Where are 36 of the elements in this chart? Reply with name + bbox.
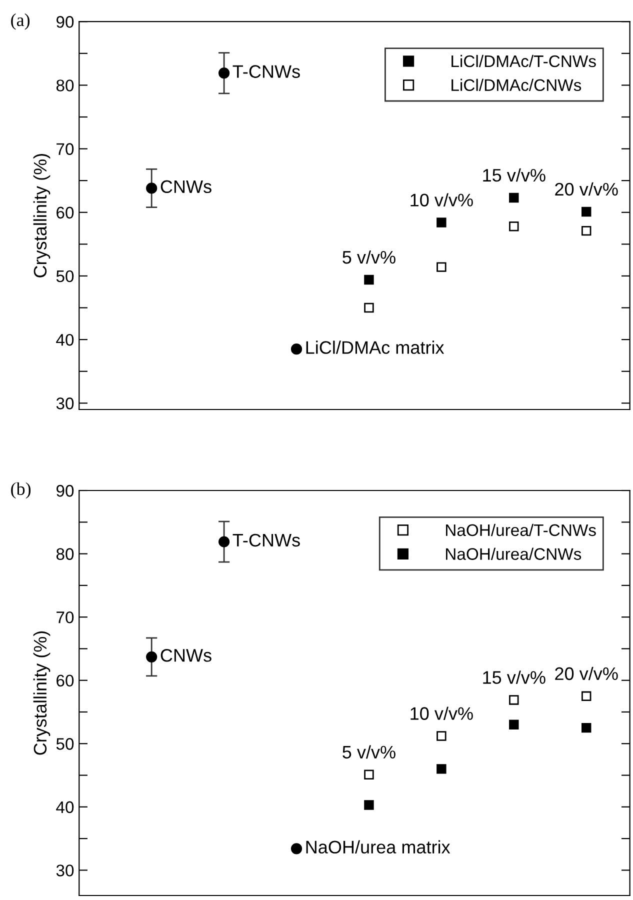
category-label: 20 v/v% (555, 182, 618, 196)
category-label: T-CNWs (232, 65, 300, 78)
y-tick-label: 60 (56, 674, 74, 687)
y-tick-label: 30 (56, 398, 74, 410)
y-tick-label: 40 (56, 801, 74, 814)
category-label: 15 v/v% (483, 168, 546, 182)
y-axis-title: Crystallinity (%) (33, 154, 50, 278)
category-label: T-CNWs (232, 534, 300, 547)
y-tick-label: 60 (56, 206, 74, 219)
legend-label: NaOH/urea/CNWs (446, 548, 582, 560)
y-tick-label: 50 (56, 738, 74, 750)
category-label: 20 v/v% (555, 666, 618, 680)
chart-title: (a) (11, 13, 30, 30)
category-label: CNWs (160, 180, 212, 194)
category-label: 5 v/v% (342, 250, 396, 264)
chart-title: (b) (11, 482, 31, 499)
y-tick-label: 80 (56, 548, 74, 560)
legend-label: LiCl/DMAc/T-CNWs (452, 54, 596, 68)
y-tick-label: 70 (56, 611, 74, 624)
legend-label: NaOH/urea/T-CNWs (446, 524, 596, 536)
category-label: 10 v/v% (410, 706, 473, 720)
y-axis-title: Crystallinity (%) (33, 631, 50, 755)
y-tick-label: 80 (56, 80, 74, 92)
y-tick-label: 70 (56, 143, 74, 155)
y-tick-label: 30 (56, 864, 74, 876)
category-label: 15 v/v% (483, 670, 546, 684)
category-label: NaOH/urea matrix (306, 840, 450, 854)
y-tick-label: 90 (56, 484, 74, 497)
category-label: 5 v/v% (342, 745, 396, 759)
legend-label: LiCl/DMAc/CNWs (452, 78, 582, 92)
category-label: LiCl/DMAc matrix (306, 340, 444, 354)
category-label: 10 v/v% (410, 193, 473, 206)
y-tick-label: 40 (56, 334, 74, 346)
category-label: CNWs (160, 648, 212, 662)
y-tick-label: 90 (56, 16, 74, 28)
y-tick-label: 50 (56, 270, 74, 282)
